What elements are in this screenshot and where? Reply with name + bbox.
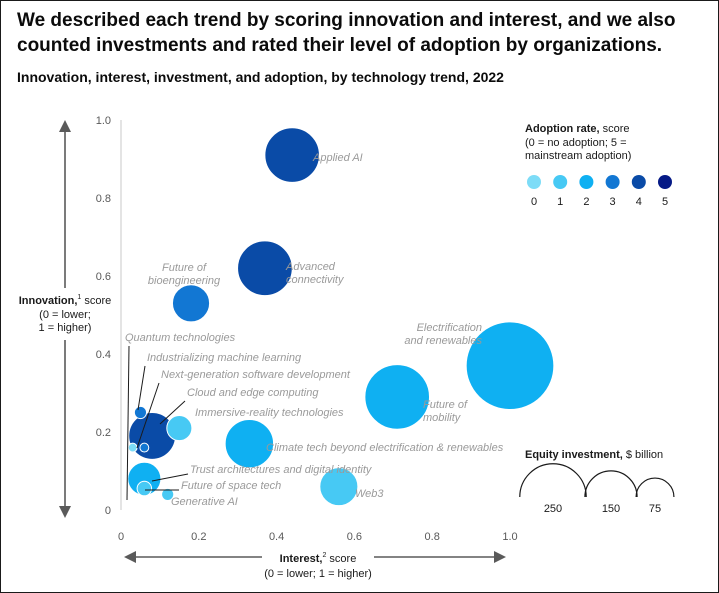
adoption-swatch (579, 175, 594, 189)
y-tick-label: 0.4 (96, 349, 111, 361)
bubble (465, 321, 555, 411)
y-tick-label: 0.8 (96, 193, 111, 205)
adoption-legend-title: Adoption rate, score (525, 123, 630, 135)
leader-line (136, 382, 160, 449)
adoption-swatch (605, 175, 620, 189)
bubble-label: Applied AI (312, 152, 363, 164)
adoption-swatch (631, 175, 646, 189)
x-tick-label: 0 (118, 531, 124, 543)
bubble-label: and renewables (404, 335, 482, 347)
investment-size-arc (519, 463, 587, 498)
bubble (133, 405, 148, 420)
chart-headline: We described each trend by scoring innov… (17, 10, 676, 56)
investment-size-arc (584, 470, 638, 498)
investment-size-label: 150 (602, 503, 620, 515)
x-axis-label: Interest,2 score (280, 552, 357, 565)
bubble (161, 487, 175, 501)
adoption-level-label: 4 (636, 196, 642, 208)
adoption-level-label: 2 (583, 196, 589, 208)
bubble (171, 284, 211, 323)
y-tick-label: 0 (105, 505, 111, 517)
arrow-down-icon (59, 506, 71, 518)
bubble (264, 127, 320, 183)
bubble (127, 442, 138, 453)
bubble (224, 418, 275, 469)
adoption-legend-subtitle: (0 = no adoption; 5 = (525, 137, 627, 149)
bubble (139, 442, 150, 453)
leader-line (126, 345, 130, 501)
x-tick-label: 0.2 (191, 531, 206, 543)
bubble-label: Climate tech beyond electrification & re… (266, 442, 504, 454)
bubble (319, 467, 359, 507)
bubble (136, 480, 153, 497)
bubble-label: bioengineering (148, 275, 221, 287)
adoption-swatch (527, 175, 541, 189)
bubble-label: Web3 (355, 488, 384, 500)
bubble-label: mobility (423, 412, 462, 424)
bubble (166, 415, 193, 442)
y-axis-sublabel: (0 = lower; (39, 309, 91, 321)
x-tick-label: 0.4 (269, 531, 284, 543)
adoption-level-label: 5 (662, 196, 668, 208)
y-axis-label: Innovation,1 score (19, 294, 112, 307)
bubble-label: Cloud and edge computing (187, 387, 319, 399)
y-tick-label: 0.2 (96, 427, 111, 439)
bubble-label: Future of space tech (181, 480, 281, 492)
adoption-level-label: 1 (557, 196, 563, 208)
x-axis-label-backdrop (262, 547, 374, 567)
adoption-level-label: 0 (531, 196, 537, 208)
arrow-right-icon (494, 551, 506, 563)
y-tick-label: 1.0 (96, 115, 111, 127)
bubble (237, 240, 293, 297)
bubble-label: Trust architectures and digital identity (190, 464, 373, 476)
bubble-label: Electrification (417, 322, 482, 334)
bubble-label: Quantum technologies (125, 332, 236, 344)
investment-size-arc (635, 477, 675, 498)
bubble-label: Advanced (285, 261, 336, 273)
bubble-label: connectivity (286, 274, 345, 286)
x-tick-label: 1.0 (502, 531, 517, 543)
x-axis-sublabel: (0 = lower; 1 = higher) (264, 568, 372, 580)
adoption-swatch (658, 175, 672, 189)
leader-line (159, 400, 186, 425)
chart-subtitle: Innovation, interest, investment, and ad… (17, 69, 504, 85)
adoption-swatch (553, 175, 568, 189)
y-axis-label-backdrop (14, 288, 118, 340)
x-tick-label: 0.6 (347, 531, 362, 543)
leader-line (151, 473, 189, 482)
bubble-label: Future of (423, 399, 468, 411)
bubble (128, 411, 177, 460)
adoption-legend-subtitle: mainstream adoption) (525, 150, 631, 162)
y-tick-label: 0.6 (96, 271, 111, 283)
adoption-level-label: 3 (610, 196, 616, 208)
bubble-label: Industrializing machine learning (147, 352, 302, 364)
bubble-label: Generative AI (171, 496, 238, 508)
arrow-left-icon (124, 551, 136, 563)
investment-size-label: 250 (544, 503, 562, 515)
arrow-up-icon (59, 120, 71, 132)
investment-legend-title: Equity investment, $ billion (525, 449, 663, 461)
x-tick-label: 0.8 (425, 531, 440, 543)
investment-size-label: 75 (649, 503, 661, 515)
bubble (364, 364, 431, 430)
bubble-label: Next-generation software development (161, 369, 351, 381)
bubble-label: Future of (162, 262, 207, 274)
y-axis-sublabel: 1 = higher) (39, 322, 92, 334)
leader-line (137, 365, 146, 411)
bubble-label: Immersive-reality technologies (195, 407, 344, 419)
